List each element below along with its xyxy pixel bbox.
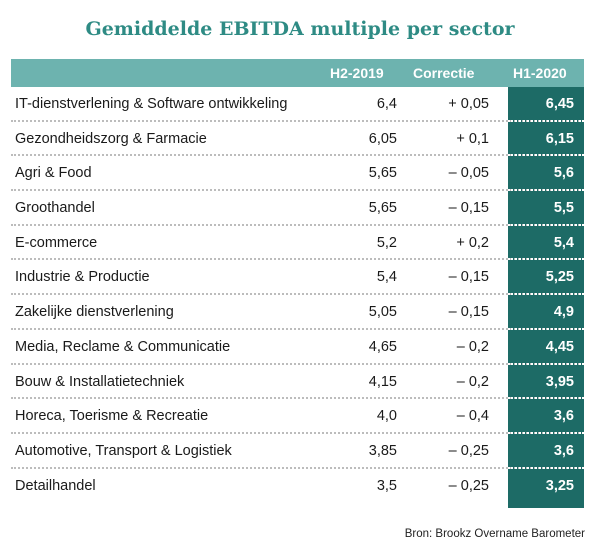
row-divider	[508, 119, 584, 122]
sector-cell: Detailhandel	[15, 477, 96, 494]
table-row: Agri & Food 5,65 – 0,05 5,6	[11, 156, 584, 192]
table-row: Zakelijke dienstverlening 5,05 – 0,15 4,9	[11, 295, 584, 330]
h1-2020-cell: 3,95	[545, 373, 574, 390]
table-row: E-commerce 5,2 + 0,2 5,4	[11, 226, 584, 261]
sector-cell: Industrie & Productie	[15, 269, 150, 286]
h2-2019-cell: 5,2	[376, 234, 397, 251]
table-row: IT-dienstverlening & Software ontwikkeli…	[11, 87, 584, 122]
sector-cell: Zakelijke dienstverlening	[15, 304, 174, 321]
header-h2-2019: H2-2019	[330, 65, 384, 81]
table-row: Gezondheidszorg & Farmacie 6,05 + 0,1 6,15	[11, 122, 584, 157]
h1-2020-cell: 5,6	[553, 165, 574, 182]
table-body: IT-dienstverlening & Software ontwikkeli…	[11, 87, 584, 503]
row-divider	[508, 154, 584, 157]
sector-cell: Automotive, Transport & Logistiek	[15, 442, 232, 459]
sector-cell: Bouw & Installatietechniek	[15, 373, 185, 390]
table-header: H2-2019 Correctie H1-2020	[11, 59, 584, 87]
h2-2019-cell: 3,85	[368, 442, 397, 459]
row-divider	[508, 327, 584, 330]
h1-2020-cell: 3,6	[553, 442, 574, 459]
correctie-cell: – 0,2	[456, 338, 489, 355]
row-divider	[508, 397, 584, 400]
row-divider	[508, 362, 584, 365]
h1-2020-cell: 5,5	[553, 200, 574, 217]
row-divider	[508, 258, 584, 261]
row-divider	[508, 189, 584, 192]
sector-cell: Media, Reclame & Communicatie	[15, 338, 231, 355]
correctie-cell: – 0,25	[448, 477, 489, 494]
sector-cell: E-commerce	[15, 234, 98, 251]
table-row: Groothandel 5,65 – 0,15 5,5	[11, 191, 584, 226]
h1-2020-cell: 5,25	[545, 269, 574, 286]
h2-2019-cell: 5,65	[368, 200, 397, 217]
page-title: Gemiddelde EBITDA multiple per sector	[85, 18, 515, 40]
h2-2019-cell: 4,15	[368, 373, 397, 390]
correctie-cell: + 0,05	[448, 96, 489, 112]
ebitda-table: H2-2019 Correctie H1-2020 IT-dienstverle…	[11, 59, 584, 508]
sector-cell: Gezondheidszorg & Farmacie	[15, 130, 207, 147]
table-row: Detailhandel 3,5 – 0,25 3,25	[11, 469, 584, 504]
correctie-cell: – 0,15	[448, 269, 489, 286]
h1-2020-cell: 4,45	[545, 338, 574, 355]
h2-2019-cell: 4,0	[376, 408, 397, 425]
table-row: Bouw & Installatietechniek 4,15 – 0,2 3,95	[11, 365, 584, 400]
h1-2020-cell: 3,6	[553, 408, 574, 425]
header-h1-2020: H1-2020	[513, 65, 567, 81]
correctie-cell: – 0,05	[448, 165, 489, 182]
h2-2019-cell: 5,4	[376, 269, 397, 286]
row-divider	[508, 431, 584, 434]
row-divider	[508, 293, 584, 296]
correctie-cell: – 0,2	[456, 373, 489, 390]
h1-2020-cell: 5,4	[553, 234, 574, 251]
correctie-cell: – 0,15	[448, 200, 489, 217]
h1-2020-cell: 3,25	[545, 477, 574, 494]
row-divider	[508, 466, 584, 469]
correctie-cell: – 0,15	[448, 304, 489, 321]
correctie-cell: + 0,2	[456, 234, 489, 251]
row-divider	[508, 223, 584, 226]
h2-2019-cell: 5,05	[368, 304, 397, 321]
h2-2019-cell: 6,05	[368, 130, 397, 147]
table-row: Automotive, Transport & Logistiek 3,85 – 0…	[11, 434, 584, 469]
source-note: Bron: Brookz Overname Barometer	[404, 528, 585, 540]
h2-2019-cell: 5,65	[368, 165, 397, 182]
h1-2020-cell: 6,45	[545, 96, 574, 112]
table-row: Industrie & Productie 5,4 – 0,15 5,25	[11, 260, 584, 296]
h1-2020-cell: 6,15	[545, 130, 574, 147]
h2-2019-cell: 3,5	[376, 477, 397, 494]
h2-2019-cell: 6,4	[376, 96, 397, 112]
sector-cell: Horeca, Toerisme & Recreatie	[15, 408, 209, 425]
h1-2020-cell: 4,9	[553, 304, 574, 321]
sector-cell: Groothandel	[15, 200, 95, 217]
correctie-cell: + 0,1	[456, 130, 489, 147]
correctie-cell: – 0,25	[448, 442, 489, 459]
table-row: Horeca, Toerisme & Recreatie 4,0 – 0,4 3,6	[11, 399, 584, 434]
sector-cell: Agri & Food	[15, 165, 92, 182]
table-row: Media, Reclame & Communicatie 4,65 – 0,2 4,…	[11, 330, 584, 365]
header-correctie: Correctie	[413, 65, 475, 81]
sector-cell: IT-dienstverlening & Software ontwikkeli…	[15, 96, 288, 112]
correctie-cell: – 0,4	[456, 408, 489, 425]
h2-2019-cell: 4,65	[368, 338, 397, 355]
